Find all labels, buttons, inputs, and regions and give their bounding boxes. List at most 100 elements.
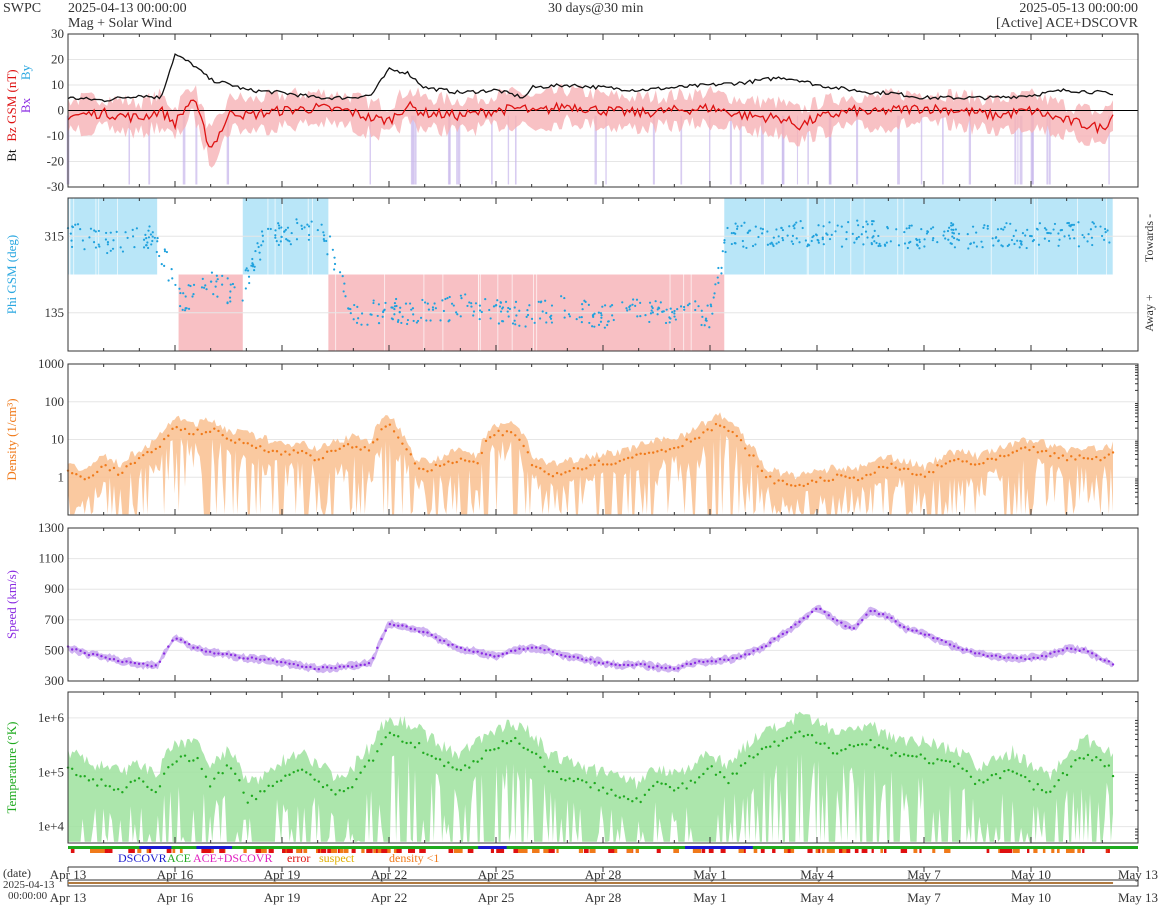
source-strip-flag <box>546 849 549 853</box>
phi-point <box>83 248 86 251</box>
phi-point <box>277 222 280 225</box>
phi-point <box>878 242 881 246</box>
phi-point <box>106 251 109 255</box>
phi-point <box>982 226 985 229</box>
temperature-point <box>743 762 747 765</box>
phi-point <box>144 233 147 236</box>
phi-point <box>366 323 369 326</box>
speed-point <box>844 624 847 628</box>
density-point <box>150 451 153 454</box>
phi-point <box>333 256 336 259</box>
phi-point <box>634 304 637 307</box>
phi-point <box>398 311 401 314</box>
phi-point <box>261 234 264 237</box>
temperature-point <box>133 779 137 782</box>
phi-point <box>94 246 98 249</box>
mag-ytick-label: 30 <box>51 26 64 41</box>
density-point <box>576 467 580 470</box>
phi-point <box>639 314 642 318</box>
speed-point <box>1078 649 1081 652</box>
density-point <box>112 466 116 470</box>
speed-point <box>731 656 734 660</box>
density-point <box>1099 459 1102 462</box>
speed-point <box>735 657 739 660</box>
phi-point <box>793 223 796 226</box>
temperature-point <box>175 760 178 763</box>
phi-point <box>259 258 262 261</box>
phi-point <box>431 308 435 311</box>
phi-point <box>726 226 729 230</box>
phi-point <box>711 312 714 315</box>
source-strip-flag <box>296 849 302 853</box>
speed-point <box>296 664 300 667</box>
temperature-point <box>668 785 672 789</box>
phi-point <box>347 307 350 310</box>
phi-point <box>135 227 138 230</box>
phi-point <box>828 237 832 241</box>
xaxis-origin-time: 00:00:00 <box>8 890 48 902</box>
phi-point <box>668 321 671 324</box>
phi-point <box>163 264 166 267</box>
phi-point <box>1047 231 1051 235</box>
phi-point <box>200 286 204 289</box>
phi-point <box>74 223 77 226</box>
density-point <box>142 453 145 457</box>
density-point <box>1044 449 1048 453</box>
density-point <box>259 445 262 448</box>
temperature-point <box>1015 772 1019 775</box>
density-point <box>321 456 325 460</box>
phi-point <box>256 242 259 245</box>
source-strip-flag <box>243 849 247 853</box>
phi-point <box>106 240 110 244</box>
phi-point <box>1108 241 1111 244</box>
source-strip-flag <box>1066 849 1069 853</box>
phi-point <box>352 318 355 321</box>
speed-point <box>1086 650 1090 653</box>
speed-point <box>371 656 375 660</box>
phi-point <box>688 302 691 305</box>
phi-point <box>452 304 455 307</box>
density-point <box>455 460 458 464</box>
phi-point <box>587 303 590 306</box>
speed-point <box>1070 647 1073 650</box>
phi-point <box>284 228 288 231</box>
density-point <box>296 451 300 454</box>
phi-point <box>226 301 229 304</box>
phi-point <box>341 274 344 278</box>
source-strip-flag <box>490 849 494 853</box>
density-point <box>714 422 718 426</box>
temperature-point <box>526 748 530 751</box>
phi-point <box>821 238 824 241</box>
phi-point <box>791 242 795 246</box>
phi-point <box>1102 238 1106 241</box>
phi-point <box>526 309 529 312</box>
phi-point <box>231 282 235 286</box>
phi-point <box>593 325 596 328</box>
mag-ylabel-by: By <box>18 64 33 80</box>
temperature-point <box>978 779 981 782</box>
density-point <box>175 425 178 429</box>
temperature-point <box>1082 757 1085 760</box>
source-strip-flag <box>608 849 615 853</box>
phi-point <box>343 282 346 285</box>
phi-point <box>253 265 256 268</box>
density-ytick-label: 1 <box>58 469 65 484</box>
temperature-point <box>727 781 730 785</box>
speed-point <box>748 653 751 656</box>
density-point <box>309 454 312 457</box>
density-point <box>927 470 931 474</box>
phi-point <box>274 236 277 239</box>
speed-point <box>743 653 747 656</box>
temperature-point <box>656 780 659 784</box>
phi-point <box>769 242 772 245</box>
speed-point <box>861 618 864 622</box>
temperature-point <box>601 786 605 789</box>
speed-point <box>777 635 780 638</box>
phi-point <box>192 283 196 286</box>
temperature-point <box>204 775 208 778</box>
phi-point <box>815 234 818 237</box>
phi-point <box>149 233 153 236</box>
density-point <box>204 431 208 434</box>
temperature-point <box>417 742 421 745</box>
speed-point <box>990 654 994 657</box>
